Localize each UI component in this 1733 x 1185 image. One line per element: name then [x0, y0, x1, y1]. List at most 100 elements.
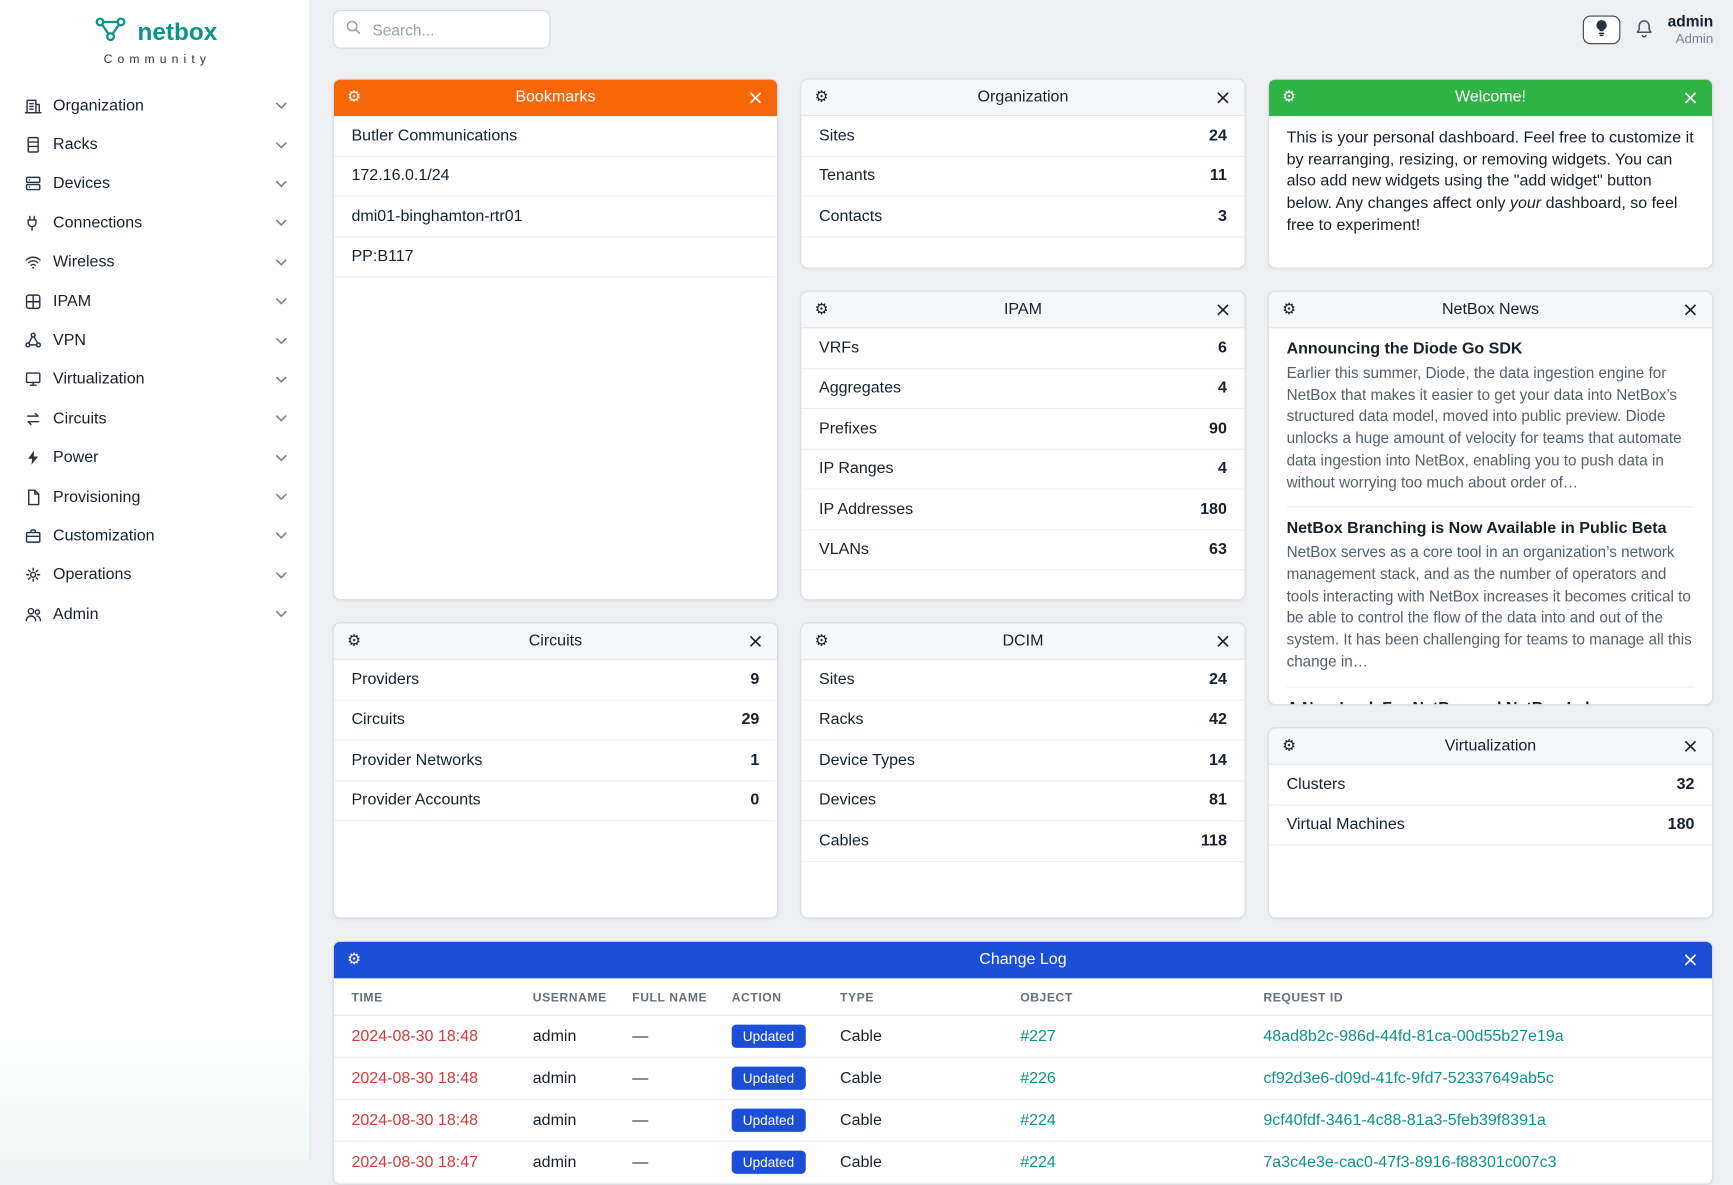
- widget-close-button[interactable]: ×: [1215, 623, 1232, 659]
- widget-settings-button[interactable]: ⚙: [347, 942, 361, 978]
- search-input[interactable]: [370, 19, 539, 40]
- sidebar-item-power[interactable]: Power: [11, 438, 298, 477]
- stat-value: 180: [1200, 500, 1227, 519]
- widget-settings-button[interactable]: ⚙: [815, 623, 829, 659]
- bookmark-link[interactable]: Butler Communications: [351, 126, 518, 145]
- topbar: admin Admin: [332, 0, 1714, 59]
- sidebar-item-wireless[interactable]: Wireless: [11, 243, 298, 282]
- change-object-link[interactable]: #224: [1020, 1111, 1056, 1130]
- stat-label[interactable]: Circuits: [351, 710, 405, 729]
- sidebar-item-connections[interactable]: Connections: [11, 204, 298, 243]
- stat-label[interactable]: VLANs: [819, 540, 869, 559]
- stat-label[interactable]: Aggregates: [819, 379, 902, 398]
- stat-label[interactable]: IP Ranges: [819, 460, 894, 478]
- sidebar-item-customization[interactable]: Customization: [11, 517, 298, 556]
- widget-settings-button[interactable]: ⚙: [1282, 292, 1296, 328]
- sidebar-item-racks[interactable]: Racks: [11, 125, 298, 164]
- sidebar-item-virtualization[interactable]: Virtualization: [11, 360, 298, 399]
- sidebar-item-devices[interactable]: Devices: [11, 164, 298, 203]
- close-icon: ×: [1682, 86, 1699, 110]
- stat-label[interactable]: Provider Networks: [351, 751, 483, 770]
- change-time-link[interactable]: 2024-08-30 18:47: [351, 1153, 479, 1172]
- user-menu[interactable]: admin Admin: [1668, 12, 1714, 46]
- stat-label[interactable]: Prefixes: [819, 419, 877, 438]
- stat-value: 9: [750, 670, 760, 689]
- sidebar-item-ipam[interactable]: IPAM: [11, 282, 298, 321]
- chevron-down-icon: [275, 337, 292, 345]
- widget-close-button[interactable]: ×: [1682, 292, 1699, 328]
- news-article-title[interactable]: Announcing the Diode Go SDK: [1286, 340, 1523, 359]
- stat-label[interactable]: IP Addresses: [819, 500, 914, 519]
- widget-close-button[interactable]: ×: [1215, 292, 1232, 328]
- stat-label[interactable]: Device Types: [819, 751, 915, 770]
- news-article-title[interactable]: NetBox Branching is Now Available in Pub…: [1286, 519, 1667, 538]
- change-time-link[interactable]: 2024-08-30 18:48: [351, 1027, 479, 1046]
- change-object-link[interactable]: #227: [1020, 1027, 1056, 1046]
- news-header: ⚙ NetBox News ×: [1268, 291, 1713, 329]
- sidebar-item-admin[interactable]: Admin: [11, 595, 298, 634]
- sidebar-item-operations[interactable]: Operations: [11, 556, 298, 595]
- bookmark-link[interactable]: dmi01-binghamton-rtr01: [351, 207, 523, 226]
- sidebar-item-vpn[interactable]: VPN: [11, 321, 298, 360]
- change-request-id-link[interactable]: 9cf40fdf-3461-4c88-81a3-5feb39f8391a: [1263, 1111, 1546, 1130]
- widget-title: DCIM: [1002, 632, 1044, 650]
- briefcase-icon: [24, 527, 43, 546]
- sidebar-item-label: Provisioning: [53, 488, 141, 506]
- sidebar-item-organization[interactable]: Organization: [11, 86, 298, 125]
- change-request-id-link[interactable]: cf92d3e6-d09d-41fc-9fd7-52337649ab5c: [1263, 1069, 1554, 1088]
- change-time-link[interactable]: 2024-08-30 18:48: [351, 1111, 479, 1130]
- change-request-id-link[interactable]: 7a3c4e3e-cac0-47f3-8916-f88301c007c3: [1263, 1153, 1557, 1172]
- stat-label[interactable]: Sites: [819, 126, 855, 145]
- bookmark-link[interactable]: PP:B117: [351, 247, 414, 266]
- widget-close-button[interactable]: ×: [1215, 80, 1232, 116]
- brand: netbox Community: [0, 0, 309, 69]
- stat-value: 24: [1209, 670, 1227, 689]
- close-icon: ×: [747, 86, 764, 110]
- widget-close-button[interactable]: ×: [1682, 728, 1699, 764]
- stat-row: IP Addresses 180: [801, 490, 1245, 530]
- change-time-link[interactable]: 2024-08-30 18:48: [351, 1069, 479, 1088]
- news-widget: ⚙ NetBox News × Announcing the Diode Go …: [1267, 290, 1714, 706]
- notifications-button[interactable]: [1634, 18, 1653, 40]
- changelog-row: 2024-08-30 18:47 admin — Updated Cable #…: [333, 1141, 1713, 1184]
- sidebar-item-circuits[interactable]: Circuits: [11, 399, 298, 438]
- virtualization-widget: ⚙ Virtualization × Clusters 32 Virtual Ma…: [1267, 727, 1714, 919]
- stat-label[interactable]: Clusters: [1286, 775, 1346, 794]
- stat-label[interactable]: Contacts: [819, 207, 883, 226]
- stat-label[interactable]: Provider Accounts: [351, 791, 481, 810]
- news-body: Announcing the Diode Go SDK Earlier this…: [1269, 328, 1712, 704]
- stat-label[interactable]: Tenants: [819, 167, 876, 185]
- sidebar-item-provisioning[interactable]: Provisioning: [11, 477, 298, 516]
- stat-label[interactable]: Virtual Machines: [1286, 815, 1405, 834]
- change-object-link[interactable]: #224: [1020, 1153, 1056, 1172]
- sidebar-item-label: VPN: [53, 331, 87, 350]
- change-request-id-link[interactable]: 48ad8b2c-986d-44fd-81ca-00d55b27e19a: [1263, 1027, 1564, 1046]
- theme-toggle-button[interactable]: [1582, 14, 1621, 44]
- widget-settings-button[interactable]: ⚙: [1282, 728, 1296, 764]
- stat-label[interactable]: Providers: [351, 670, 420, 689]
- search-box[interactable]: [332, 9, 551, 49]
- widget-settings-button[interactable]: ⚙: [815, 80, 829, 116]
- widget-settings-button[interactable]: ⚙: [347, 80, 361, 116]
- stat-row: Virtual Machines 180: [1268, 805, 1713, 846]
- stat-label[interactable]: VRFs: [819, 339, 860, 357]
- widget-close-button[interactable]: ×: [747, 623, 764, 659]
- widget-settings-button[interactable]: ⚙: [815, 292, 829, 328]
- gear-icon: ⚙: [1282, 88, 1297, 107]
- change-object-link[interactable]: #226: [1020, 1069, 1056, 1088]
- change-type: Cable: [828, 1015, 1010, 1058]
- widget-close-button[interactable]: ×: [1682, 80, 1699, 116]
- widget-settings-button[interactable]: ⚙: [347, 623, 361, 659]
- widget-close-button[interactable]: ×: [1682, 942, 1699, 978]
- stat-label[interactable]: Sites: [819, 670, 855, 689]
- gear-icon: ⚙: [814, 88, 829, 107]
- widget-close-button[interactable]: ×: [747, 80, 764, 116]
- widget-settings-button[interactable]: ⚙: [1282, 80, 1296, 116]
- stat-label[interactable]: Cables: [819, 832, 869, 850]
- bookmark-link[interactable]: 172.16.0.1/24: [351, 167, 450, 185]
- stat-value: 1: [750, 751, 760, 770]
- stat-label[interactable]: Devices: [819, 791, 877, 810]
- news-article-title[interactable]: A New Look For NetBox and NetBox Labs: [1287, 699, 1695, 704]
- changelog-widget: ⚙ Change Log × Time Username Full Name A…: [332, 940, 1714, 1185]
- stat-label[interactable]: Racks: [819, 710, 864, 729]
